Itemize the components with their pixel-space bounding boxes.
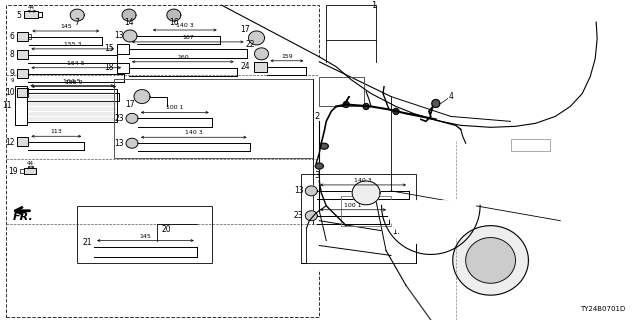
Text: 7: 7 [75,18,79,27]
Text: 22: 22 [245,40,255,49]
Bar [15,86,28,125]
Polygon shape [122,9,136,21]
Text: 6: 6 [10,32,15,42]
Text: 21: 21 [83,238,92,247]
Text: 17: 17 [240,25,250,34]
Polygon shape [134,90,150,103]
Bar [6,5,319,317]
Polygon shape [126,138,138,148]
Text: 3: 3 [314,172,319,180]
Text: 12: 12 [5,138,15,147]
Polygon shape [316,163,323,169]
Polygon shape [126,113,138,123]
Polygon shape [70,9,84,21]
Text: 140 3: 140 3 [185,130,203,135]
Text: 19: 19 [8,166,17,176]
Text: 16: 16 [169,18,179,27]
Polygon shape [343,101,349,108]
Polygon shape [320,143,328,149]
Text: 23: 23 [294,211,303,220]
Text: 145: 145 [60,24,72,29]
Text: 20: 20 [162,225,172,234]
Bar [17,137,28,146]
Text: 13: 13 [115,139,124,148]
Text: 159: 159 [281,54,292,59]
Text: 17: 17 [125,100,135,109]
Bar [24,11,38,18]
Bar [117,63,129,73]
Bar [17,69,28,78]
Bar [28,89,117,122]
Text: 9: 9 [11,78,15,83]
Polygon shape [363,103,369,109]
Bar [28,34,31,39]
Bar [17,88,28,97]
Bar [77,206,212,263]
Text: 5: 5 [17,11,22,20]
Text: TY24B0701D: TY24B0701D [580,306,625,312]
Text: 18: 18 [104,63,114,72]
Bar [24,168,36,174]
Polygon shape [466,237,515,283]
Text: 100 1: 100 1 [166,106,184,110]
Bar [319,77,364,107]
Text: 44: 44 [27,161,34,166]
Text: 100 1: 100 1 [344,203,362,208]
Text: 2: 2 [314,112,319,121]
Polygon shape [402,218,416,230]
Text: 140 3: 140 3 [354,178,372,183]
Polygon shape [452,226,529,295]
Text: 4: 4 [449,92,454,101]
Polygon shape [386,201,476,245]
Polygon shape [432,100,440,108]
Text: 9: 9 [10,69,15,78]
Text: 10: 10 [5,88,15,97]
Bar [20,169,24,173]
Text: 24: 24 [241,62,250,71]
Bar [38,12,42,17]
Bar [253,62,268,72]
Polygon shape [305,211,317,221]
Text: 164 5: 164 5 [67,61,85,66]
Text: 14: 14 [124,18,134,27]
Text: 17: 17 [392,227,402,236]
Text: 167: 167 [182,35,194,40]
Bar [17,32,28,41]
Text: 164 5: 164 5 [63,79,81,84]
Polygon shape [393,108,399,115]
Text: 1: 1 [371,1,376,10]
Polygon shape [305,186,317,196]
Text: 145: 145 [140,234,151,239]
Text: 160: 160 [177,55,189,60]
Bar [341,196,391,226]
Bar [117,44,129,54]
Bar [301,174,416,263]
Polygon shape [123,30,137,42]
Text: 44: 44 [28,5,35,10]
Polygon shape [255,48,268,60]
Text: 11: 11 [2,101,12,110]
Bar [114,79,314,158]
Bar [511,139,550,151]
Text: 155 3: 155 3 [64,42,81,47]
Polygon shape [352,181,380,205]
Polygon shape [248,31,264,45]
Bar [326,5,376,40]
Text: 15: 15 [104,44,114,53]
Text: 8: 8 [10,50,15,59]
Bar [17,50,28,59]
Text: 140 3: 140 3 [176,23,194,28]
Text: 13: 13 [294,186,303,196]
Polygon shape [167,9,181,21]
Text: 113: 113 [51,129,62,134]
Text: 23: 23 [115,114,124,123]
Polygon shape [316,2,640,320]
Text: FR.: FR. [13,212,33,222]
Text: 158 9: 158 9 [65,80,83,84]
Text: 13: 13 [115,31,124,40]
